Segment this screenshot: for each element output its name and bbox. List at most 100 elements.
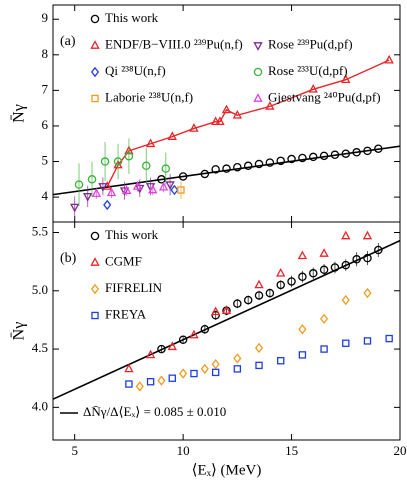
marker: [189, 329, 199, 339]
legend-label: Qi ²³⁸U(n,f): [105, 63, 166, 78]
marker: [177, 186, 185, 194]
marker: [122, 185, 132, 195]
marker: [90, 283, 100, 295]
marker: [276, 156, 285, 166]
x-tick-label: 5: [71, 443, 78, 458]
marker: [211, 368, 220, 377]
marker: [233, 162, 242, 172]
marker: [287, 277, 296, 286]
y-tick-label: 9: [42, 10, 49, 25]
y-tick-label: 5.5: [32, 223, 48, 238]
marker: [254, 291, 264, 300]
legend-label: Rose ²³⁹Pu(d,pf): [268, 36, 353, 51]
marker: [91, 94, 99, 103]
marker: [253, 67, 263, 77]
marker: [113, 157, 123, 166]
y-tick-label: 8: [42, 46, 49, 61]
marker: [232, 109, 243, 119]
marker: [298, 272, 307, 282]
marker: [233, 365, 242, 373]
marker: [233, 299, 242, 308]
x-axis-label: ⟨Eₓ⟩ (MeV): [192, 462, 262, 478]
y-tick-label: 4.0: [32, 398, 48, 413]
marker: [215, 116, 225, 126]
marker: [298, 324, 307, 335]
marker: [254, 159, 264, 169]
marker: [221, 305, 232, 314]
marker: [83, 193, 93, 202]
plot-frame: [52, 221, 401, 441]
marker: [221, 104, 232, 114]
marker: [165, 181, 175, 190]
marker: [148, 184, 158, 194]
marker: [90, 14, 100, 24]
marker: [157, 375, 166, 386]
marker: [124, 151, 134, 161]
marker: [254, 342, 264, 354]
marker: [98, 183, 108, 192]
marker: [363, 337, 372, 345]
marker: [125, 380, 133, 388]
marker: [91, 188, 102, 197]
marker: [298, 351, 307, 359]
y-axis-label: N̄γ: [11, 104, 28, 123]
marker: [170, 184, 179, 196]
marker: [297, 250, 308, 260]
legend-label: ΔN̄γ/Δ⟨Eₓ⟩ = 0.085 ± 0.010: [83, 404, 226, 419]
marker: [341, 230, 351, 240]
y-tick-label: 6: [42, 117, 49, 132]
marker: [145, 138, 156, 148]
marker: [167, 341, 177, 351]
marker: [374, 245, 383, 255]
marker: [87, 175, 97, 184]
marker: [178, 335, 188, 344]
series-line: [52, 239, 401, 400]
marker: [69, 203, 80, 213]
legend-label: Laborie ²³⁸U(n,f): [105, 89, 193, 104]
marker: [319, 265, 329, 275]
marker: [161, 164, 171, 173]
legend-label: ENDF/B−VIII.0 ²³⁹Pu(n,f): [105, 36, 243, 51]
y-tick-label: 4: [42, 188, 49, 203]
marker: [211, 311, 220, 320]
y-tick-label: 4.5: [32, 340, 48, 355]
marker: [222, 164, 231, 173]
marker: [384, 54, 394, 64]
marker: [90, 257, 100, 266]
legend-label: FIFRELIN: [105, 280, 163, 295]
marker: [90, 40, 100, 49]
marker: [157, 344, 166, 354]
marker: [210, 306, 221, 316]
marker: [135, 381, 144, 392]
series-line: [52, 145, 401, 196]
marker: [167, 131, 177, 140]
marker: [341, 74, 351, 84]
marker: [142, 161, 151, 171]
marker: [158, 181, 169, 191]
marker: [100, 157, 110, 166]
legend-label: Gjestvang ²⁴⁰Pu(d,pf): [268, 89, 381, 104]
legend-label: This work: [105, 227, 159, 242]
marker: [362, 230, 373, 240]
marker: [341, 260, 351, 270]
marker: [132, 181, 143, 190]
marker: [168, 374, 176, 382]
marker: [320, 313, 329, 324]
marker: [145, 349, 156, 359]
marker: [103, 199, 112, 211]
x-tick-label: 15: [285, 443, 298, 458]
marker: [253, 93, 263, 102]
marker: [90, 231, 100, 241]
marker: [276, 267, 286, 277]
marker: [254, 279, 264, 289]
marker: [363, 287, 372, 299]
legend-label: CGMF: [105, 253, 142, 268]
marker: [91, 311, 99, 320]
y-axis-label: N̄γ: [11, 322, 28, 341]
marker: [253, 42, 263, 51]
marker: [243, 161, 253, 171]
marker: [190, 369, 198, 378]
marker: [124, 363, 134, 373]
marker: [319, 248, 329, 257]
